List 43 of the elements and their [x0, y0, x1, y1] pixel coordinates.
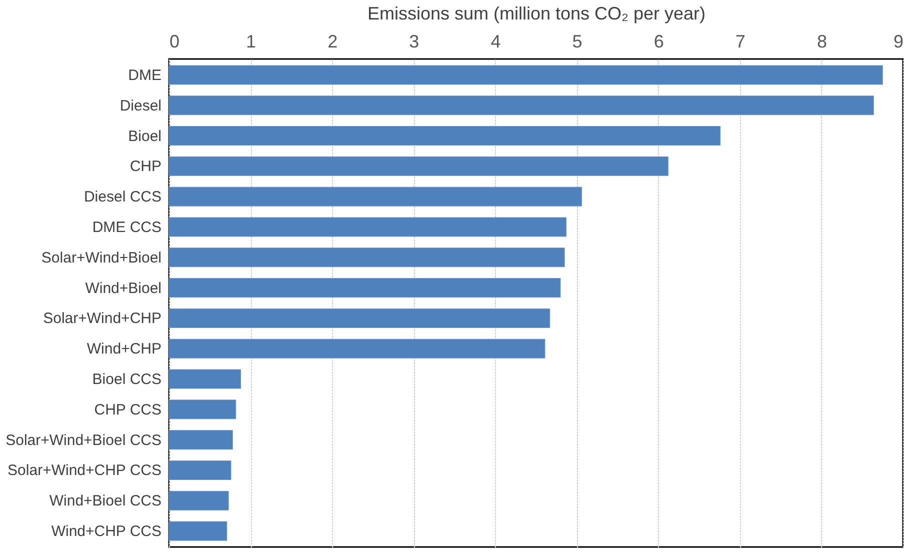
x-tick-label: 0: [170, 32, 180, 52]
bar: [168, 460, 232, 480]
bar: [168, 338, 546, 358]
x-tick-label: 8: [816, 32, 827, 52]
bar: [168, 430, 233, 450]
bar: [168, 65, 883, 85]
y-tick-label: Solar+Wind+CHP CCS: [8, 462, 162, 480]
y-tick-label: Solar+Wind+Bioel CCS: [6, 432, 162, 449]
y-tick-label: CHP: [130, 158, 162, 176]
y-tick-label: DME CCS: [92, 218, 162, 236]
bar: [168, 126, 721, 146]
bar: [168, 96, 874, 116]
x-tick-label: 9: [893, 32, 904, 52]
bar: [168, 156, 668, 176]
y-tick-label: Bioel CCS: [92, 371, 162, 388]
y-tick-label: CHP CCS: [94, 401, 162, 418]
bar: [168, 308, 550, 328]
bar: [168, 521, 228, 541]
y-tick-label: Diesel CCS: [84, 188, 162, 206]
y-tick-label: DME: [128, 66, 162, 84]
x-tick-label: 6: [654, 32, 664, 52]
bar: [168, 186, 582, 206]
bar: [168, 217, 566, 237]
bar: [168, 400, 236, 420]
y-tick-label: Solar+Wind+Bioel: [41, 249, 162, 266]
y-tick-label: Wind+CHP CCS: [51, 523, 162, 540]
bar: [168, 369, 242, 389]
y-tick-label: Wind+CHP: [86, 340, 162, 358]
x-tick-label: 3: [409, 32, 420, 52]
x-axis-title: Emissions sum (million tons CO₂ per year): [367, 4, 706, 24]
x-tick-label: 5: [572, 32, 582, 52]
y-tick-label: Wind+Bioel: [85, 280, 162, 297]
y-tick-label: Diesel: [120, 97, 162, 114]
x-tick-label: 1: [246, 32, 256, 52]
y-tick-label: Bioel: [128, 128, 162, 145]
x-tick-label: 7: [735, 32, 746, 52]
x-tick-label: 4: [490, 32, 501, 52]
bar: [168, 248, 565, 268]
y-tick-label: Wind+Bioel CCS: [49, 492, 162, 510]
x-tick-label: 2: [328, 32, 338, 52]
bar: [168, 278, 561, 298]
bar: [168, 490, 229, 510]
y-tick-label: Solar+Wind+CHP: [43, 310, 162, 328]
